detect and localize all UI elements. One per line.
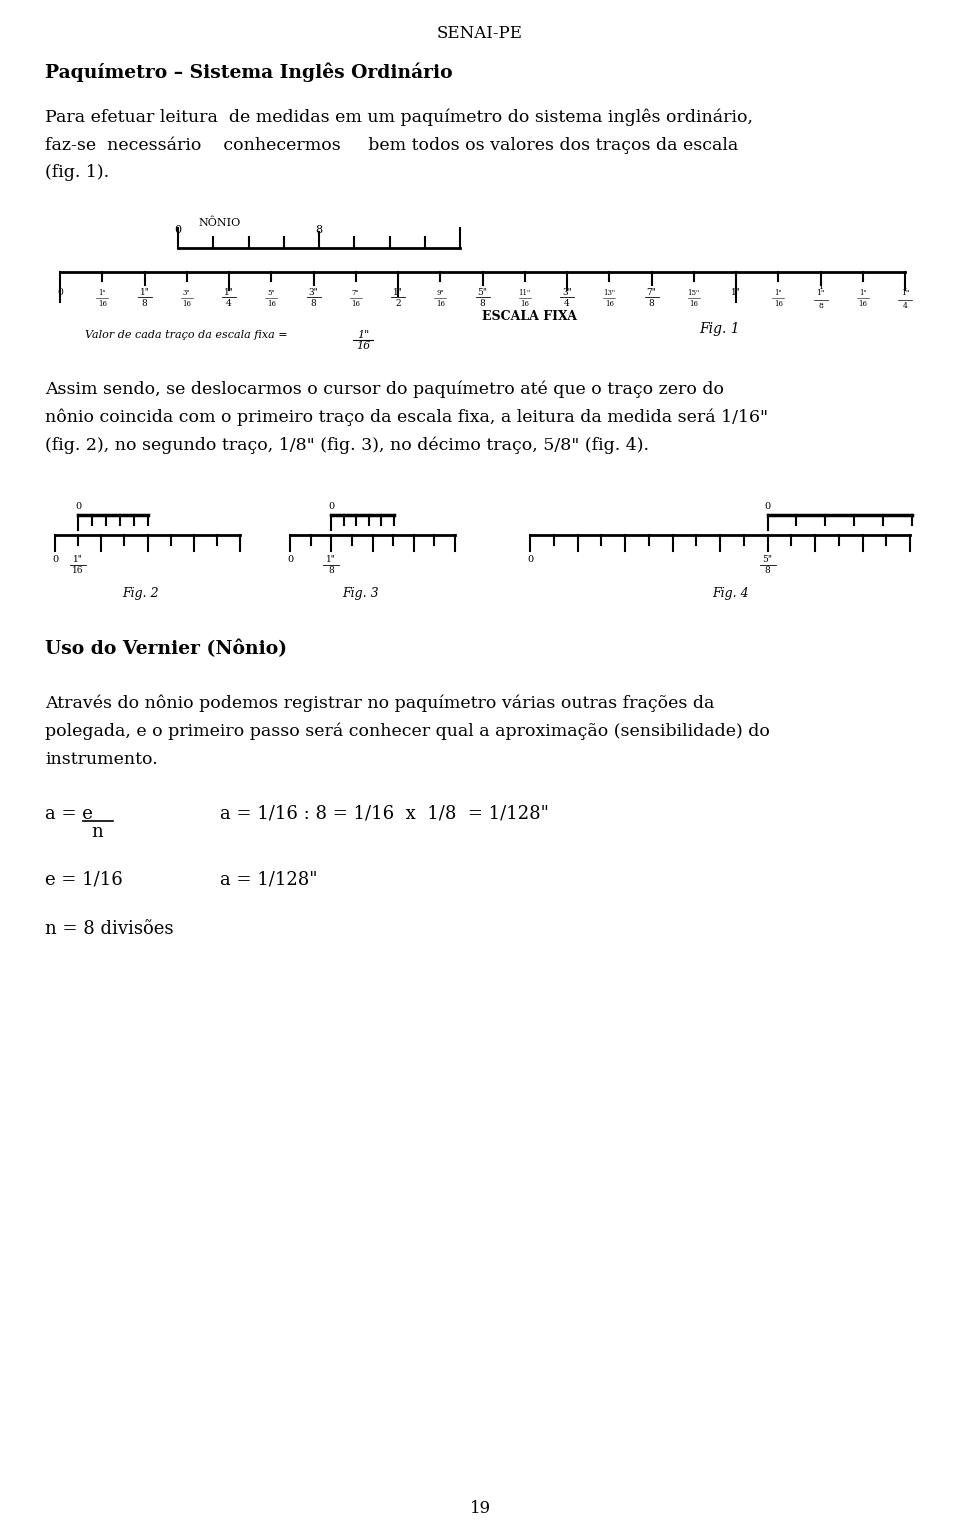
Text: 5": 5" (477, 287, 488, 296)
Text: 5": 5" (762, 555, 773, 564)
Text: Paquímetro – Sistema Inglês Ordinário: Paquímetro – Sistema Inglês Ordinário (45, 63, 452, 81)
Text: nônio coincida com o primeiro traço da escala fixa, a leitura da medida será 1/1: nônio coincida com o primeiro traço da e… (45, 408, 768, 425)
Text: Fig. 4: Fig. 4 (711, 587, 748, 601)
Text: n = 8 divisões: n = 8 divisões (45, 920, 174, 938)
Text: 8: 8 (316, 225, 323, 235)
Text: 11": 11" (518, 289, 531, 296)
Text: Fig. 3: Fig. 3 (342, 587, 378, 601)
Text: Fig. 2: Fig. 2 (122, 587, 158, 601)
Text: polegada, e o primeiro passo será conhecer qual a aproximação (sensibilidade) do: polegada, e o primeiro passo será conhec… (45, 723, 770, 741)
Text: 0: 0 (328, 503, 334, 510)
Text: 8: 8 (764, 565, 770, 575)
Text: 16: 16 (436, 299, 444, 309)
Text: 16: 16 (98, 299, 107, 309)
Text: 0: 0 (52, 555, 58, 564)
Text: n: n (91, 824, 103, 840)
Text: NÔNIO: NÔNIO (199, 219, 241, 229)
Text: 8: 8 (480, 299, 486, 309)
Text: 3": 3" (563, 287, 572, 296)
Text: ESCALA FIXA: ESCALA FIXA (483, 310, 578, 322)
Text: 1": 1" (816, 289, 825, 296)
Text: 3": 3" (308, 287, 319, 296)
Text: 4: 4 (902, 303, 907, 310)
Text: 19: 19 (469, 1500, 491, 1517)
Text: 8: 8 (818, 303, 823, 310)
Text: 16: 16 (520, 299, 529, 309)
Text: Uso do Vernier (Nônio): Uso do Vernier (Nônio) (45, 640, 287, 659)
Text: SENAI-PE: SENAI-PE (437, 24, 523, 41)
Text: 8: 8 (328, 565, 334, 575)
Text: 8: 8 (142, 299, 148, 309)
Text: a = e: a = e (45, 805, 93, 824)
Text: 16: 16 (267, 299, 276, 309)
Text: e = 1/16: e = 1/16 (45, 869, 123, 888)
Text: faz-se  necessário    conhecermos     bem todos os valores dos traços da escala: faz-se necessário conhecermos bem todos … (45, 136, 738, 153)
Text: 7": 7" (352, 289, 360, 296)
Text: 1": 1" (98, 289, 107, 296)
Text: 1": 1" (224, 287, 234, 296)
Text: (fig. 2), no segundo traço, 1/8" (fig. 3), no décimo traço, 5/8" (fig. 4).: (fig. 2), no segundo traço, 1/8" (fig. 3… (45, 435, 649, 454)
Text: 0: 0 (175, 225, 181, 235)
Text: 5": 5" (268, 289, 276, 296)
Text: 1": 1" (900, 289, 909, 296)
Text: 0: 0 (764, 503, 771, 510)
Text: Assim sendo, se deslocarmos o cursor do paquímetro até que o traço zero do: Assim sendo, se deslocarmos o cursor do … (45, 380, 724, 397)
Text: 0: 0 (75, 503, 82, 510)
Text: 16: 16 (351, 299, 360, 309)
Text: 13": 13" (603, 289, 615, 296)
Text: 1": 1" (326, 555, 336, 564)
Text: 4: 4 (564, 299, 570, 309)
Text: 9": 9" (437, 289, 444, 296)
Text: 1": 1" (732, 287, 741, 296)
Text: 1": 1" (357, 330, 370, 341)
Text: a = 1/16 : 8 = 1/16  x  1/8  = 1/128": a = 1/16 : 8 = 1/16 x 1/8 = 1/128" (220, 805, 549, 824)
Text: 1: 1 (902, 283, 907, 290)
Text: 16: 16 (858, 299, 867, 309)
Text: 1": 1" (775, 289, 782, 296)
Text: 16: 16 (605, 299, 613, 309)
Text: instrumento.: instrumento. (45, 750, 157, 769)
Text: 8: 8 (311, 299, 317, 309)
Text: 16: 16 (356, 341, 371, 351)
Text: 3": 3" (183, 289, 191, 296)
Text: a = 1/128": a = 1/128" (220, 869, 318, 888)
Text: Fig. 1: Fig. 1 (700, 322, 740, 336)
Text: 8: 8 (649, 299, 655, 309)
Text: 4: 4 (227, 299, 232, 309)
Text: 1": 1" (393, 287, 403, 296)
Text: 0: 0 (58, 287, 62, 296)
Text: 1": 1" (139, 287, 150, 296)
Text: 7": 7" (647, 287, 657, 296)
Text: 1: 1 (818, 283, 823, 290)
Text: 16: 16 (689, 299, 698, 309)
Text: Valor de cada traço da escala fixa =: Valor de cada traço da escala fixa = (85, 330, 291, 341)
Text: 1": 1" (859, 289, 867, 296)
Text: 0: 0 (287, 555, 293, 564)
Text: 16: 16 (182, 299, 191, 309)
Text: 0: 0 (527, 555, 533, 564)
Text: 2: 2 (396, 299, 401, 309)
Text: 1": 1" (73, 555, 84, 564)
Text: 16: 16 (72, 565, 84, 575)
Text: 16: 16 (774, 299, 782, 309)
Text: Para efetuar leitura  de medidas em um paquímetro do sistema inglês ordinário,: Para efetuar leitura de medidas em um pa… (45, 108, 753, 125)
Text: (fig. 1).: (fig. 1). (45, 163, 109, 180)
Text: Através do nônio podemos registrar no paquímetro várias outras frações da: Através do nônio podemos registrar no pa… (45, 695, 714, 712)
Text: 15": 15" (687, 289, 700, 296)
